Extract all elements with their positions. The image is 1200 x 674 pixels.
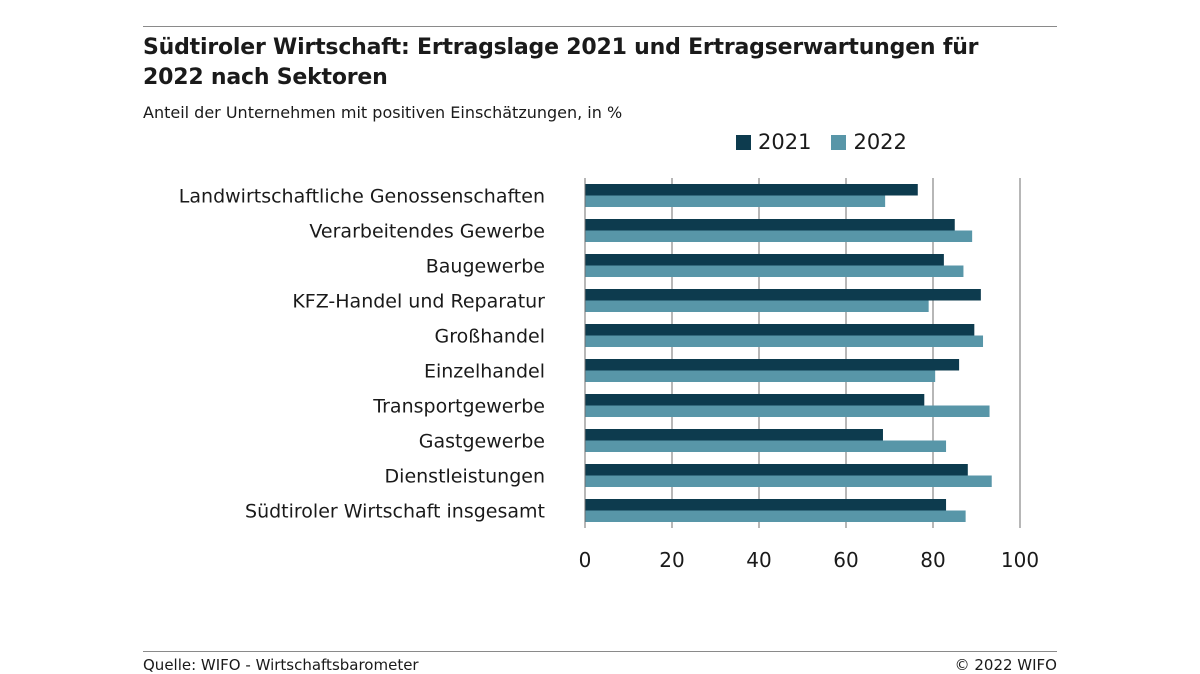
legend: 2021 2022 [736, 130, 927, 154]
source-note: Quelle: WIFO - Wirtschaftsbarometer [143, 656, 419, 674]
legend-item-2022: 2022 [831, 130, 907, 154]
category-label: Dienstleistungen [385, 466, 545, 488]
bar-chart: 0 20 40 60 80 100 Landwirtschaftliche Genossen… [179, 178, 1039, 572]
category-label: Gastgewerbe [419, 431, 545, 453]
x-tick-label: 80 [920, 548, 945, 572]
bar-2021 [585, 324, 975, 336]
top-rule [143, 26, 1057, 27]
bar-2022 [585, 335, 984, 347]
category-label: KFZ-Handel und Reparatur [292, 291, 545, 313]
bar-2021 [585, 184, 918, 196]
bar-2021 [585, 394, 925, 406]
x-tick-label: 100 [1001, 548, 1039, 572]
bar-2022 [585, 265, 964, 277]
bar-2021 [585, 254, 944, 266]
category-label: Großhandel [435, 326, 545, 348]
chart-title: Südtiroler Wirtschaft: Ertragslage 2021 … [143, 35, 979, 90]
category-label: Transportgewerbe [372, 396, 545, 418]
legend-label-2022: 2022 [853, 130, 907, 154]
category-label: Verarbeitendes Gewerbe [309, 221, 545, 243]
bar-2021 [585, 464, 968, 476]
bar-2022 [585, 230, 973, 242]
bar-2021 [585, 359, 960, 371]
bar-2021 [585, 289, 981, 301]
x-tick-label: 20 [659, 548, 684, 572]
x-tick-label: 60 [833, 548, 858, 572]
bar-2022 [585, 440, 947, 452]
legend-label-2021: 2021 [758, 130, 812, 154]
bar-2021 [585, 219, 955, 231]
category-label: Landwirtschaftliche Genossenschaften [179, 186, 545, 208]
chart-subtitle: Anteil der Unternehmen mit positiven Ein… [143, 103, 623, 122]
category-label: Einzelhandel [424, 361, 545, 383]
x-tick-label: 40 [746, 548, 771, 572]
category-label: Südtiroler Wirtschaft insgesamt [245, 501, 545, 523]
bar-2021 [585, 499, 947, 511]
bar-2022 [585, 510, 966, 522]
category-label: Baugewerbe [426, 256, 545, 278]
legend-swatch-2021 [736, 134, 751, 150]
bottom-rule [143, 651, 1057, 652]
bar-2022 [585, 300, 929, 312]
x-tick-label: 0 [579, 548, 592, 572]
legend-swatch-2022 [831, 134, 847, 150]
legend-item-2021: 2021 [736, 130, 811, 154]
bar-2022 [585, 195, 886, 207]
copyright-note: © 2022 WIFO [954, 656, 1057, 674]
bar-2022 [585, 370, 936, 382]
bar-2022 [585, 405, 990, 417]
bar-2021 [585, 429, 883, 441]
bar-2022 [585, 475, 992, 487]
